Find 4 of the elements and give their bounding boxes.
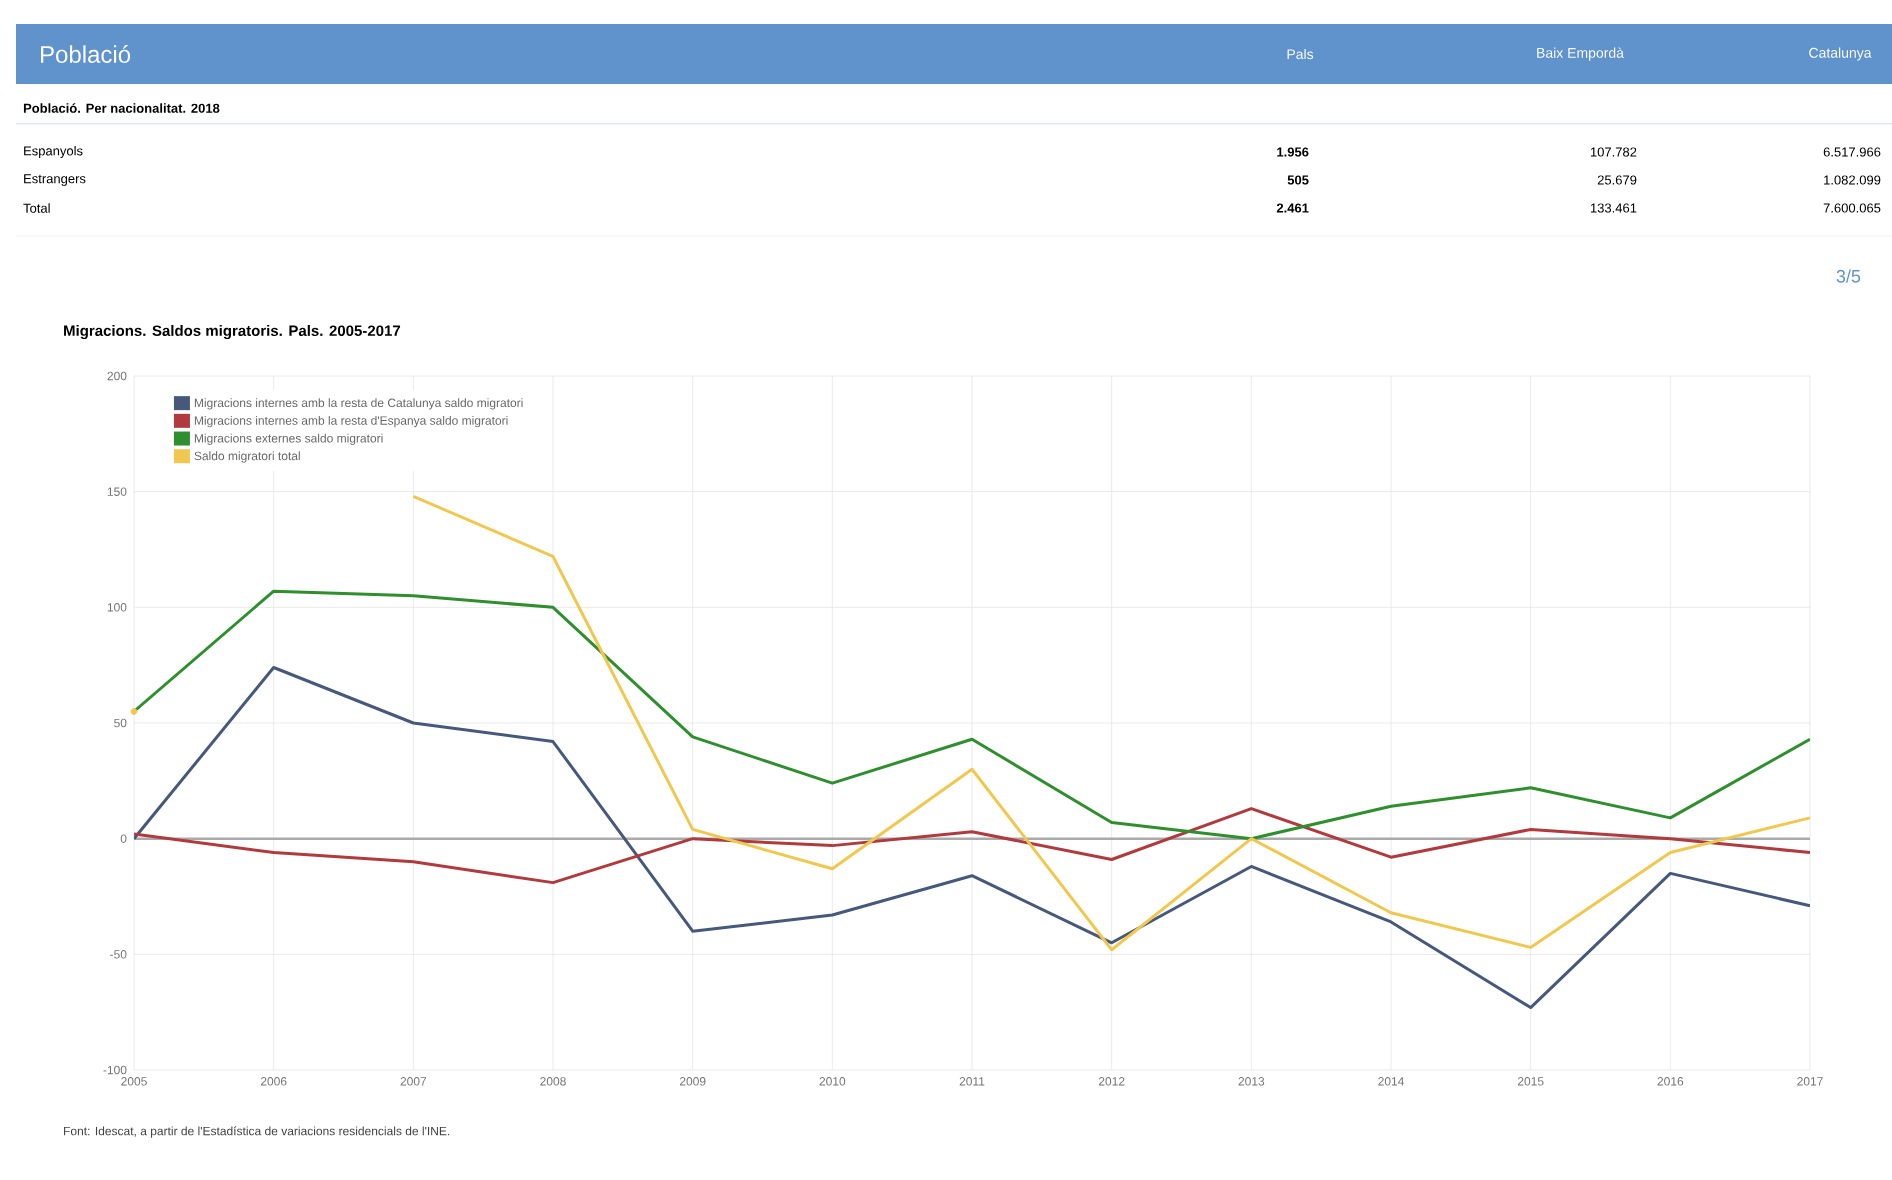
line-series [134,807,1811,885]
text: Població [41,45,131,63]
text: 3/5 [1836,269,1861,283]
line-series [134,666,1811,1010]
